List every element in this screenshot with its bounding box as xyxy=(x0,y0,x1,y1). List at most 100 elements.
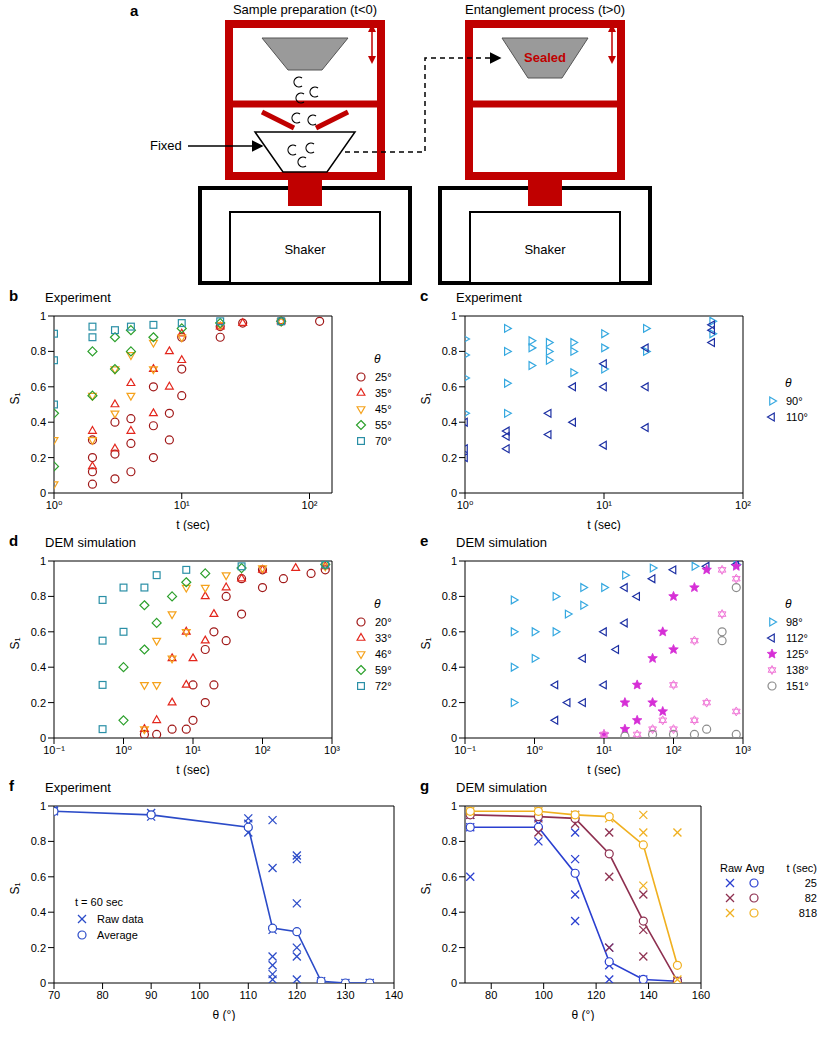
svg-text:0.2: 0.2 xyxy=(31,942,46,954)
svg-text:80: 80 xyxy=(96,989,108,1001)
svg-text:0.8: 0.8 xyxy=(442,590,457,602)
svg-text:10²: 10² xyxy=(255,744,271,756)
svg-text:120: 120 xyxy=(288,989,306,1001)
svg-text:10⁰: 10⁰ xyxy=(526,744,543,756)
svg-text:0.4: 0.4 xyxy=(31,906,46,918)
html-text:DEM simulation: DEM simulation xyxy=(456,535,547,550)
svg-text:S₁: S₁ xyxy=(8,392,22,404)
svg-text:1: 1 xyxy=(451,555,457,567)
svg-text:S₁: S₁ xyxy=(419,637,433,649)
svg-text:0.6: 0.6 xyxy=(31,381,46,393)
svg-text:10²: 10² xyxy=(666,744,682,756)
svg-text:1: 1 xyxy=(451,310,457,322)
svg-text:0.2: 0.2 xyxy=(442,697,457,709)
svg-text:Entanglement process (t>0): Entanglement process (t>0) xyxy=(465,2,625,17)
svg-text:t (sec): t (sec) xyxy=(176,763,209,776)
svg-text:0.6: 0.6 xyxy=(31,626,46,638)
svg-text:140: 140 xyxy=(639,989,657,1001)
svg-text:1: 1 xyxy=(40,310,46,322)
svg-text:10⁰: 10⁰ xyxy=(46,499,63,511)
svg-text:10⁻¹: 10⁻¹ xyxy=(43,744,65,756)
svg-text:θ (°): θ (°) xyxy=(213,1008,236,1021)
svg-text:0.8: 0.8 xyxy=(31,345,46,357)
svg-text:100: 100 xyxy=(191,989,209,1001)
html-text:33°: 33° xyxy=(375,632,392,644)
svg-text:0.4: 0.4 xyxy=(31,661,46,673)
svg-text:90: 90 xyxy=(145,989,157,1001)
svg-text:10²: 10² xyxy=(302,499,318,511)
svg-text:0: 0 xyxy=(451,732,457,744)
svg-text:0.4: 0.4 xyxy=(31,416,46,428)
svg-text:0.2: 0.2 xyxy=(31,452,46,464)
svg-text:100: 100 xyxy=(534,989,552,1001)
html-text:70°: 70° xyxy=(375,435,392,447)
svg-text:0: 0 xyxy=(40,977,46,989)
svg-text:10¹: 10¹ xyxy=(596,744,612,756)
svg-text:10⁻¹: 10⁻¹ xyxy=(454,744,476,756)
svg-text:120: 120 xyxy=(587,989,605,1001)
html-text:45°: 45° xyxy=(375,403,392,415)
svg-text:10⁰: 10⁰ xyxy=(115,744,132,756)
html-text:20°: 20° xyxy=(375,616,392,628)
svg-text:110: 110 xyxy=(240,989,258,1001)
svg-text:Shaker: Shaker xyxy=(284,242,326,257)
svg-text:Sample preparation (t<0): Sample preparation (t<0) xyxy=(233,2,377,17)
svg-text:0.2: 0.2 xyxy=(442,942,457,954)
svg-text:0.4: 0.4 xyxy=(442,906,457,918)
svg-text:S₁: S₁ xyxy=(419,392,433,404)
svg-text:S₁: S₁ xyxy=(8,882,22,894)
svg-text:10³: 10³ xyxy=(324,744,340,756)
svg-text:0.8: 0.8 xyxy=(442,835,457,847)
svg-text:70: 70 xyxy=(48,989,60,1001)
svg-text:0.4: 0.4 xyxy=(442,416,457,428)
svg-text:1: 1 xyxy=(40,555,46,567)
svg-text:0.6: 0.6 xyxy=(442,626,457,638)
svg-text:1: 1 xyxy=(40,800,46,812)
svg-text:t (sec): t (sec) xyxy=(176,518,209,531)
svg-text:10³: 10³ xyxy=(735,744,751,756)
svg-text:10¹: 10¹ xyxy=(185,744,201,756)
html-text:110°: 110° xyxy=(786,411,808,423)
svg-text:1: 1 xyxy=(451,800,457,812)
html-text:55°: 55° xyxy=(375,419,392,431)
svg-text:0.2: 0.2 xyxy=(442,452,457,464)
svg-text:0.4: 0.4 xyxy=(442,661,457,673)
svg-text:S₁: S₁ xyxy=(419,882,433,894)
svg-text:t (sec): t (sec) xyxy=(587,763,620,776)
svg-text:S₁: S₁ xyxy=(8,637,22,649)
html-text:Experiment: Experiment xyxy=(456,290,522,305)
svg-text:Sealed: Sealed xyxy=(524,50,566,65)
html-text:46°: 46° xyxy=(375,648,392,660)
svg-text:Shaker: Shaker xyxy=(524,242,566,257)
html-text:90°: 90° xyxy=(786,395,803,407)
svg-text:10²: 10² xyxy=(735,499,751,511)
svg-text:10¹: 10¹ xyxy=(596,499,612,511)
svg-text:0.8: 0.8 xyxy=(31,590,46,602)
svg-text:t (sec): t (sec) xyxy=(587,518,620,531)
svg-text:140: 140 xyxy=(385,989,403,1001)
html-text:DEM simulation: DEM simulation xyxy=(45,535,136,550)
svg-text:0.6: 0.6 xyxy=(31,871,46,883)
html-text:Experiment: Experiment xyxy=(45,290,111,305)
svg-text:θ (°): θ (°) xyxy=(572,1008,595,1021)
html-text:DEM simulation: DEM simulation xyxy=(456,780,547,795)
svg-text:0: 0 xyxy=(451,487,457,499)
svg-text:80: 80 xyxy=(485,989,497,1001)
svg-text:a: a xyxy=(130,2,139,19)
html-text:25°: 25° xyxy=(375,371,392,383)
svg-text:0.6: 0.6 xyxy=(442,871,457,883)
svg-text:Fixed: Fixed xyxy=(150,138,182,153)
html-text:35°: 35° xyxy=(375,387,392,399)
svg-text:0: 0 xyxy=(40,487,46,499)
svg-text:0.2: 0.2 xyxy=(31,697,46,709)
svg-text:0.6: 0.6 xyxy=(442,381,457,393)
svg-text:10¹: 10¹ xyxy=(174,499,190,511)
svg-text:0: 0 xyxy=(40,732,46,744)
svg-text:10⁰: 10⁰ xyxy=(457,499,474,511)
svg-text:0.8: 0.8 xyxy=(31,835,46,847)
html-text:Experiment: Experiment xyxy=(45,780,111,795)
svg-text:160: 160 xyxy=(692,989,710,1001)
svg-text:0.8: 0.8 xyxy=(442,345,457,357)
svg-text:0: 0 xyxy=(451,977,457,989)
svg-text:130: 130 xyxy=(336,989,354,1001)
